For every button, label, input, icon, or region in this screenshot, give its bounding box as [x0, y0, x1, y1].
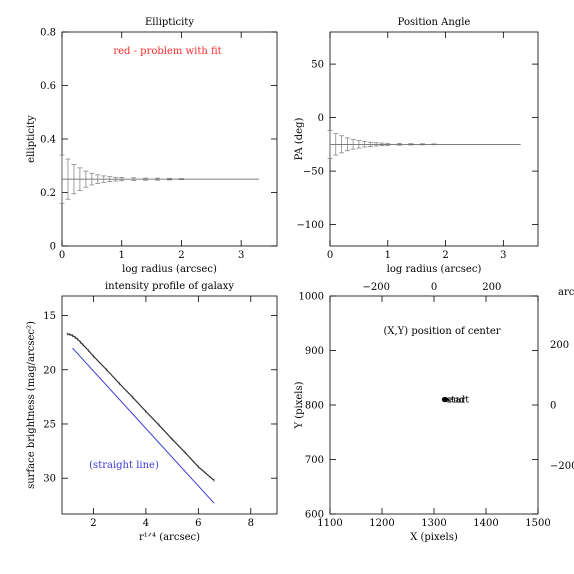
- profile-panel-xtick-label: 4: [143, 518, 149, 529]
- ellipticity-panel-xlabel: log radius (arcsec): [122, 264, 217, 275]
- straight-line-reference: [72, 347, 215, 504]
- pa-panel-ytick-label: −50: [303, 167, 324, 178]
- ellipticity-panel-xtick-label: 3: [238, 250, 244, 261]
- center-panel-top-tick-label: 200: [482, 282, 501, 293]
- pa-panel-ytick-label: −100: [297, 220, 324, 231]
- center-panel-top-tick-label: 0: [431, 282, 437, 293]
- pa-panel-xtick-label: 1: [385, 250, 391, 261]
- pa-panel-xtick-label: 0: [327, 250, 333, 261]
- ellipticity-panel-ytick-label: 0.6: [40, 81, 56, 92]
- profile-panel-ytick-label: 25: [43, 419, 56, 430]
- ellipticity-panel-xtick-label: 2: [178, 250, 184, 261]
- center-panel-xtick-label: 1500: [525, 518, 550, 529]
- fit-warning-note: red - problem with fit: [113, 46, 221, 57]
- profile-panel-xtick-label: 8: [248, 518, 254, 529]
- center-point-label: start: [446, 395, 469, 406]
- center-panel-ylabel: Y (pixels): [294, 381, 305, 429]
- pa-panel-title: Position Angle: [398, 17, 471, 28]
- center-panel-top-axis-label: arcsec: [558, 287, 574, 298]
- profile-panel-ytick-label: 30: [43, 474, 56, 485]
- profile-panel-title: intensity profile of galaxy: [105, 281, 234, 292]
- profile-panel-frame: [61, 295, 278, 515]
- center-panel-ytick-label: 900: [305, 346, 324, 357]
- ellipticity-panel-ytick-label: 0.8: [40, 28, 56, 39]
- ellipticity-panel-ytick-label: 0.2: [40, 188, 56, 199]
- center-panel-ytick-label: 1000: [299, 292, 324, 303]
- profile-panel-ytick-label: 20: [43, 365, 56, 376]
- center-panel-xtick-label: 1200: [369, 518, 394, 529]
- center-panel-xtick-label: 1300: [421, 518, 446, 529]
- pa-panel-xtick-label: 2: [442, 250, 448, 261]
- center-panel-xtick-label: 1100: [317, 518, 342, 529]
- pa-panel-ytick-label: 0: [318, 113, 324, 124]
- profile-panel-xlabel: r¹ᐟ⁴ (arcsec): [139, 532, 200, 543]
- center-panel-right-tick-label: 0: [550, 401, 556, 412]
- ellipticity-panel-xtick-label: 0: [59, 250, 65, 261]
- pa-panel-ytick-label: 50: [311, 60, 324, 71]
- center-panel-ytick-label: 800: [305, 401, 324, 412]
- center-position-note: (X,Y) position of center: [383, 326, 500, 337]
- pa-panel-xlabel: log radius (arcsec): [387, 264, 482, 275]
- straight-line-label: (straight line): [89, 460, 159, 471]
- center-panel-xtick-label: 1400: [473, 518, 498, 529]
- ellipticity-panel-ylabel: ellipticity: [26, 115, 37, 163]
- center-point: [442, 396, 449, 403]
- pa-panel-frame: [329, 31, 539, 247]
- ellipticity-panel-ytick-label: 0.4: [40, 135, 56, 146]
- ellipticity-panel-xtick-label: 1: [119, 250, 125, 261]
- center-panel-ytick-label: 700: [305, 455, 324, 466]
- center-panel-right-tick-label: 200: [550, 340, 569, 351]
- ellipticity-panel-title: Ellipticity: [145, 17, 194, 28]
- pa-panel-xtick-label: 3: [500, 250, 506, 261]
- profile-curve: [67, 333, 215, 481]
- center-panel-right-tick-label: −200: [550, 461, 574, 472]
- center-point-label: end: [447, 395, 465, 406]
- profile-panel-ytick-label: 15: [43, 311, 56, 322]
- profile-panel-xtick-label: 2: [90, 518, 96, 529]
- ellipticity-panel-ytick-label: 0: [50, 242, 56, 253]
- center-panel-ytick-label: 600: [305, 510, 324, 521]
- pa-panel-ylabel: PA (deg): [294, 118, 305, 161]
- profile-panel-xtick-label: 6: [195, 518, 201, 529]
- ellipticity-panel-frame: [61, 31, 278, 247]
- profile-panel-ylabel: surface brightness (mag/arcsec²): [26, 321, 37, 489]
- center-panel-top-tick-label: −200: [362, 282, 389, 293]
- center-panel-xlabel: X (pixels): [410, 532, 458, 543]
